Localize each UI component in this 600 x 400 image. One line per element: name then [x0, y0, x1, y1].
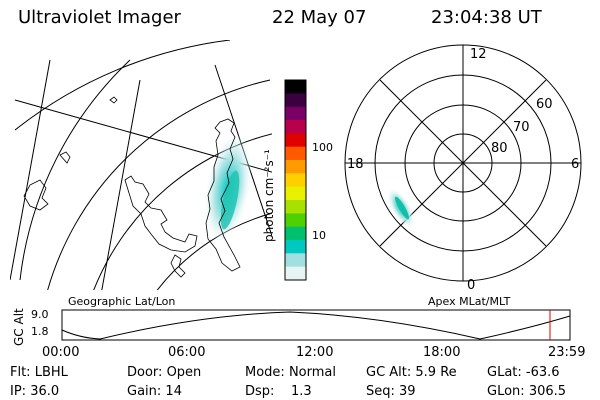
- mlt-label-0: 0: [467, 278, 476, 293]
- time-tick-1800: 18:00: [423, 345, 461, 360]
- polar-plot-caption: Apex MLat/MLT: [428, 295, 511, 308]
- param-seq: Seq: 39: [366, 384, 416, 399]
- mlat-label-60: 60: [536, 97, 553, 112]
- colorbar-segment: [285, 226, 306, 241]
- mlt-label-6: 6: [571, 157, 580, 172]
- geographic-map: [10, 40, 272, 290]
- instrument-title: Ultraviolet Imager: [18, 7, 181, 28]
- date-label: 22 May 07: [272, 7, 367, 28]
- colorbar-segment: [285, 106, 306, 121]
- mlat-label-80: 80: [491, 141, 508, 156]
- param-door: Door: Open: [127, 365, 202, 380]
- time-tick-0600: 06:00: [168, 345, 206, 360]
- colorbar-segment: [285, 240, 306, 254]
- colorbar-segment: [285, 133, 306, 148]
- colorbar-segment: [285, 173, 306, 188]
- time-tick-0000: 00:00: [42, 345, 80, 360]
- colorbar-label: photon cm⁻²s⁻¹: [262, 149, 276, 242]
- altitude-ytick-bottom: 1.8: [31, 325, 49, 338]
- altitude-curve: [61, 311, 571, 340]
- colorbar-segment: [285, 186, 306, 201]
- colorbar-segment: [285, 213, 306, 228]
- time-tick-1200: 12:00: [296, 345, 334, 360]
- param-glon: GLon: 306.5: [487, 384, 567, 399]
- param-gc-alt: GC Alt: 5.9 Re: [366, 365, 457, 380]
- colorbar-frame: [284, 79, 307, 281]
- colorbar-segment: [285, 253, 306, 268]
- param-filter: Flt: LBHL: [10, 365, 68, 380]
- colorbar-tick-100: 100: [312, 141, 333, 154]
- param-gain: Gain: 14: [127, 384, 182, 399]
- geo-map-caption: Geographic Lat/Lon: [68, 295, 176, 308]
- altitude-ytick-top: 9.0: [31, 308, 49, 321]
- param-ip: IP: 36.0: [10, 384, 60, 399]
- colorbar-segment: [285, 93, 306, 108]
- param-glat: GLat: -63.6: [487, 365, 560, 380]
- time-label: 23:04:38 UT: [431, 7, 542, 28]
- param-mode: Mode: Normal: [245, 365, 336, 380]
- altitude-ylabel: GC Alt: [12, 308, 26, 346]
- time-tick-2359: 23:59: [548, 345, 586, 360]
- polar-plot: [344, 44, 582, 282]
- coastline: [205, 118, 241, 272]
- mlt-label-18: 18: [347, 157, 364, 172]
- altitude-panel: [61, 309, 571, 341]
- colorbar: [284, 79, 307, 281]
- colorbar-tick-10: 10: [312, 229, 326, 242]
- param-dsp: Dsp: 1.3: [245, 384, 312, 399]
- colorbar-segment: [285, 200, 306, 214]
- colorbar-segment: [285, 146, 306, 161]
- mlt-label-12: 12: [470, 47, 487, 62]
- colorbar-segment: [285, 160, 306, 174]
- mlat-label-70: 70: [513, 120, 530, 135]
- colorbar-segment: [285, 80, 306, 94]
- colorbar-segment: [285, 120, 306, 134]
- colorbar-segment: [285, 266, 306, 281]
